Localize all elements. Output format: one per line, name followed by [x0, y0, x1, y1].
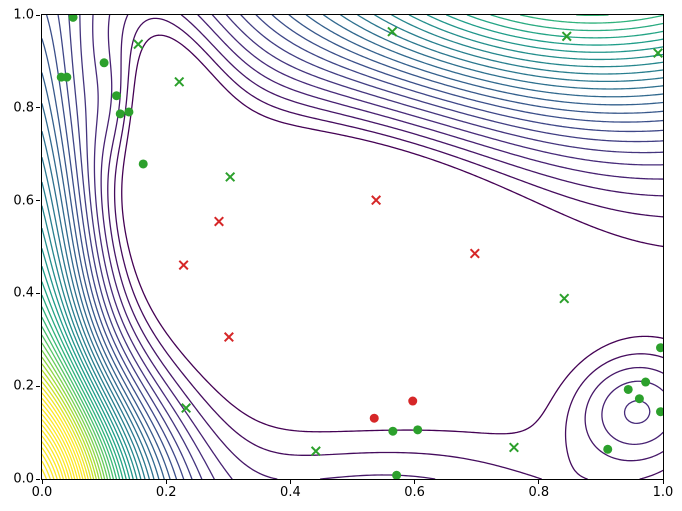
y-tick-label: 0.8	[13, 100, 34, 116]
x-tick	[289, 480, 291, 484]
contour-scatter-canvas	[42, 15, 663, 479]
x-tick	[414, 480, 416, 484]
y-tick-label: 1.0	[13, 7, 34, 23]
y-tick	[36, 200, 40, 202]
y-tick	[36, 292, 40, 294]
x-tick	[538, 480, 540, 484]
x-tick-label: 0.2	[155, 485, 177, 500]
x-tick-label: 0.0	[31, 485, 53, 500]
y-tick	[36, 107, 40, 109]
x-tick-label: 0.4	[280, 485, 301, 500]
y-tick	[36, 478, 40, 480]
x-tick	[165, 480, 167, 484]
y-tick-label: 0.4	[13, 285, 34, 301]
y-tick	[36, 385, 40, 387]
x-tick-label: 1.0	[652, 485, 674, 500]
x-tick-label: 0.6	[404, 485, 425, 500]
x-tick	[662, 480, 664, 484]
y-tick-label: 0.0	[13, 471, 34, 487]
x-tick	[41, 480, 43, 484]
x-tick-label: 0.8	[528, 485, 550, 500]
y-tick-label: 0.2	[13, 378, 34, 394]
y-tick-label: 0.6	[13, 193, 34, 209]
y-tick	[36, 14, 40, 16]
